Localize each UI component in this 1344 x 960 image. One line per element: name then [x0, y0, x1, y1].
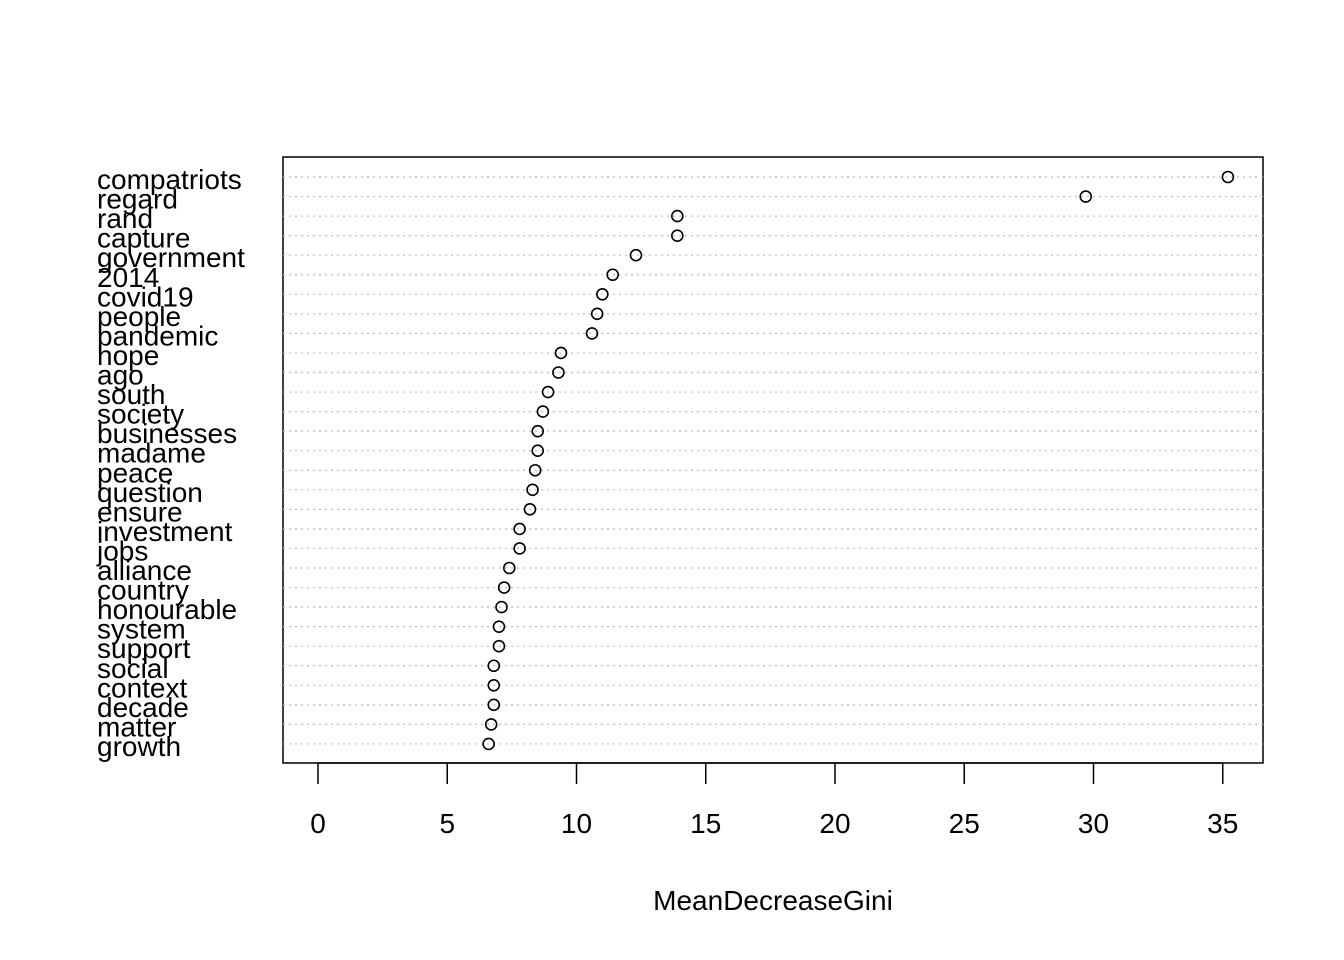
data-point — [629, 248, 643, 262]
category-label: covid19 — [97, 281, 194, 312]
category-label: rand — [97, 203, 153, 234]
data-point — [484, 718, 498, 731]
data-point — [523, 503, 537, 516]
category-label: decade — [97, 692, 189, 723]
x-axis: 0 5 10 15 20 25 30 35 — [310, 762, 1238, 839]
category-label: 2014 — [97, 262, 159, 293]
data-point — [1221, 170, 1235, 184]
category-label: system — [97, 614, 186, 645]
x-tick-label: 35 — [1207, 808, 1238, 839]
category-label: ensure — [97, 496, 183, 527]
x-tick-label: 0 — [310, 808, 326, 839]
data-point — [554, 346, 568, 360]
category-label: growth — [97, 731, 181, 762]
data-point — [585, 327, 599, 340]
data-point — [482, 737, 495, 751]
data-point — [513, 542, 526, 555]
x-tick-label: 30 — [1078, 808, 1109, 839]
category-label: pandemic — [97, 320, 218, 351]
x-tick-label: 15 — [690, 808, 721, 839]
x-tick-label: 5 — [439, 808, 455, 839]
category-label: capture — [97, 223, 190, 254]
data-point — [528, 463, 542, 477]
data-point — [536, 405, 550, 418]
category-label: question — [97, 477, 203, 508]
data-point — [552, 366, 565, 379]
data-point — [531, 444, 545, 458]
x-tick-label: 25 — [949, 808, 980, 839]
category-label: matter — [97, 711, 176, 742]
plot-frame — [282, 156, 1264, 764]
data-point — [487, 678, 501, 692]
data-point — [492, 620, 506, 633]
data-point — [541, 385, 555, 399]
data-point — [487, 698, 501, 712]
category-label: peace — [97, 457, 173, 488]
category-label: people — [97, 301, 181, 332]
category-label: madame — [97, 438, 206, 469]
category-label: support — [97, 633, 191, 664]
x-axis-label: MeanDecreaseGini — [653, 885, 893, 916]
data-point — [531, 424, 545, 438]
category-label: compatriots — [97, 164, 242, 195]
category-label: social — [97, 653, 169, 684]
category-label: society — [97, 399, 184, 430]
category-label: hope — [97, 340, 159, 371]
x-tick-label: 10 — [561, 808, 592, 839]
category-label: government — [97, 242, 245, 273]
data-point — [487, 659, 501, 673]
category-label: investment — [97, 516, 233, 547]
data-point — [606, 268, 619, 282]
category-label: regard — [97, 184, 178, 215]
category-label: ago — [97, 360, 144, 391]
data-point — [497, 581, 511, 594]
x-tick-label: 20 — [819, 808, 850, 839]
category-labels: compatriotsregardrandcapturegovernment20… — [96, 164, 245, 762]
data-point — [596, 287, 609, 301]
data-point — [495, 600, 508, 614]
category-label: businesses — [97, 418, 237, 449]
category-label: country — [97, 575, 189, 606]
data-point — [1079, 190, 1093, 203]
category-label: honourable — [97, 594, 237, 625]
points-layer — [482, 170, 1235, 751]
category-label: jobs — [96, 535, 148, 566]
grid-layer — [283, 176, 1263, 745]
data-point — [492, 639, 506, 653]
data-point — [671, 209, 684, 223]
category-label: alliance — [97, 555, 192, 586]
category-label: south — [97, 379, 166, 410]
category-label: context — [97, 672, 187, 703]
data-point — [502, 561, 516, 575]
data-point — [513, 522, 526, 536]
data-point — [526, 483, 539, 497]
data-point — [671, 229, 684, 242]
data-point — [590, 307, 604, 321]
